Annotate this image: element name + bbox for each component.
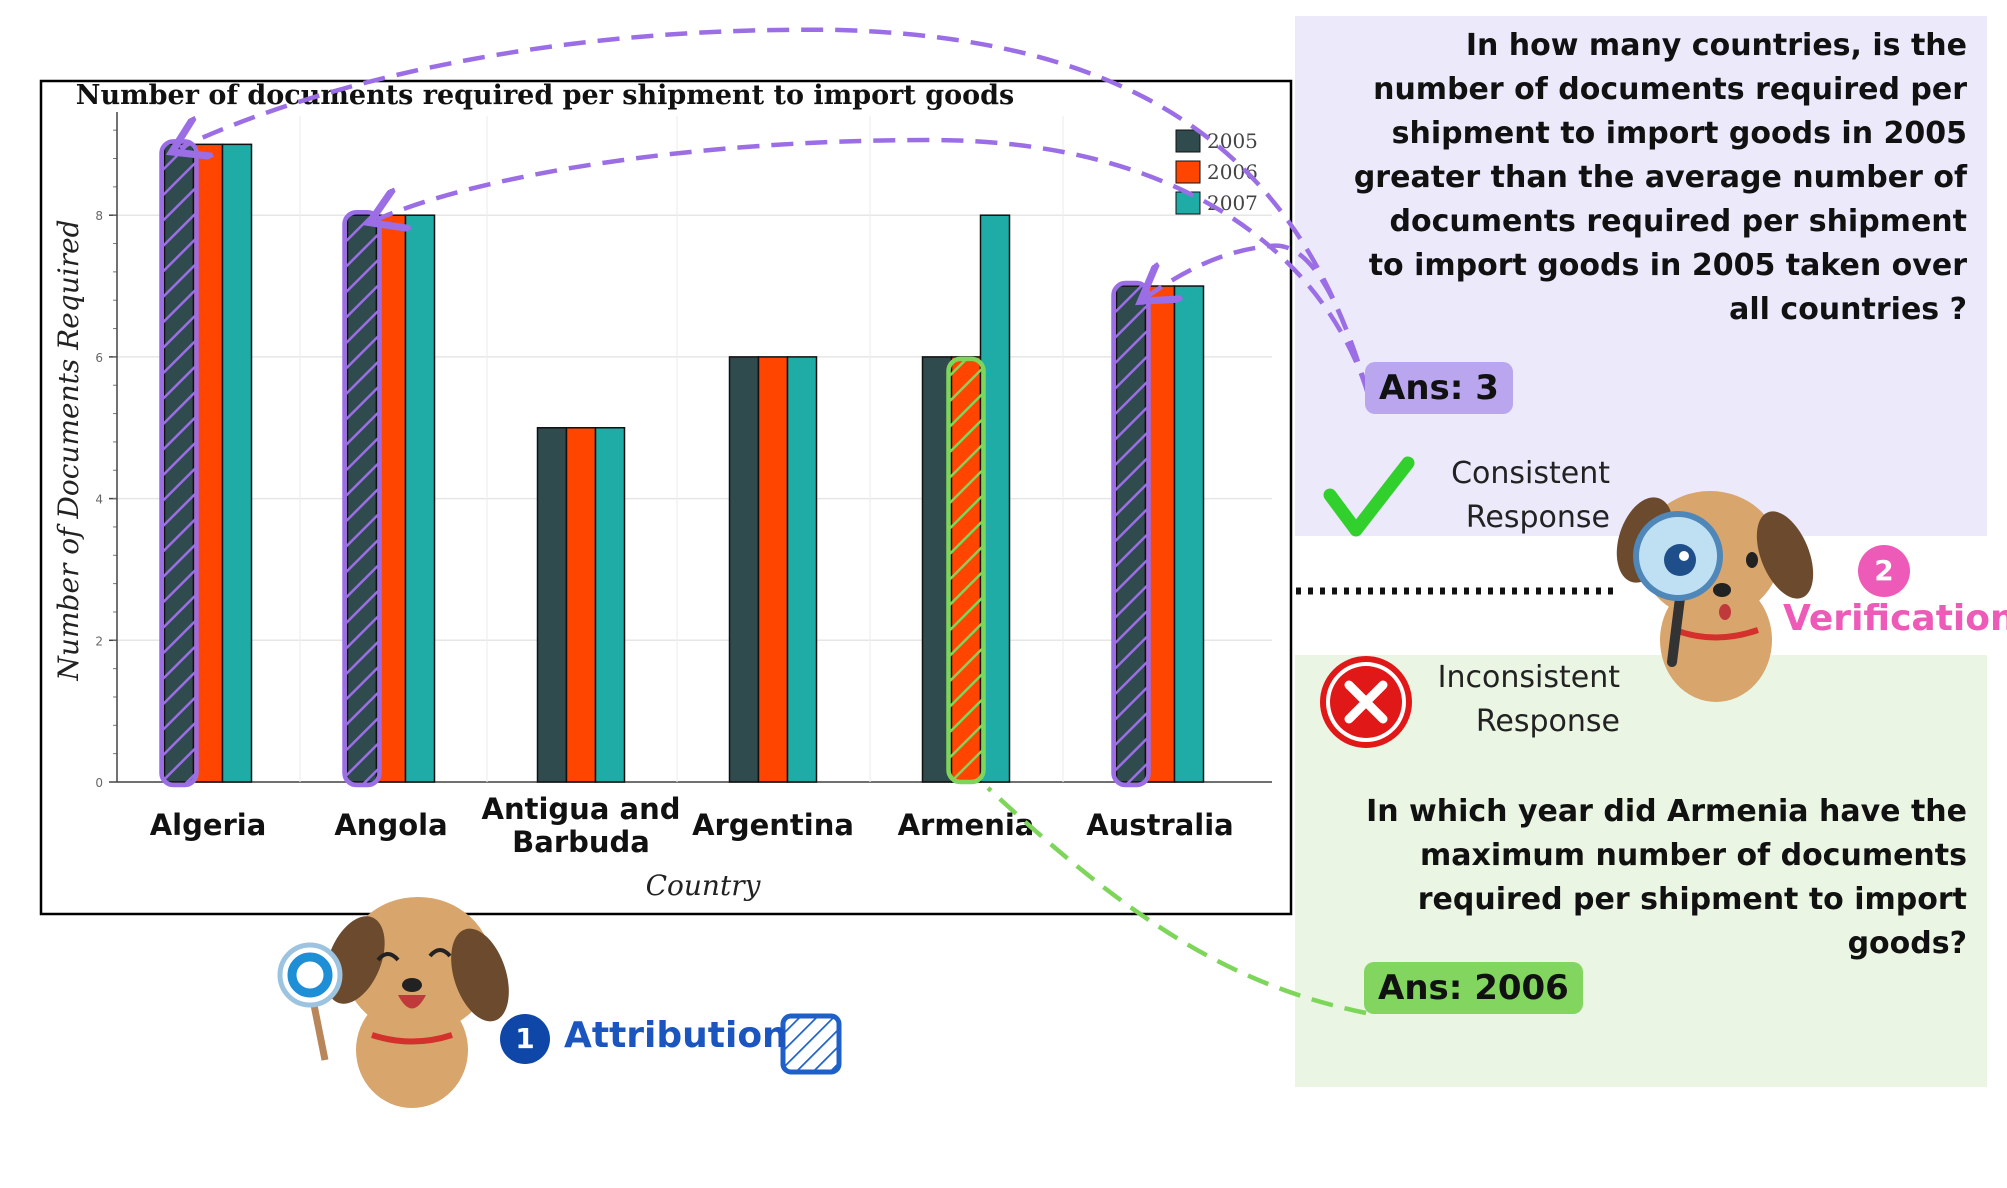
attribution-highlight-angola	[342, 209, 382, 788]
y-tick-label: 6	[95, 351, 103, 365]
bar-australia-2007	[1173, 285, 1205, 783]
y-tick-label: 2	[95, 634, 103, 648]
answer-2-badge: Ans: 2006	[1364, 962, 1583, 1014]
dog-ear-right	[1756, 511, 1814, 599]
attribution-arrow-australia	[1148, 243, 1371, 395]
legend-label-2005: 2005	[1207, 129, 1258, 153]
attribution-highlight-algeria	[159, 139, 199, 788]
dog-mouth	[1719, 604, 1731, 620]
legend-swatch-2007	[1175, 191, 1201, 215]
check-icon	[1323, 456, 1415, 537]
dog-collar	[1673, 627, 1759, 641]
x-tick-label: Antigua and	[482, 792, 681, 826]
bar-argentina-2005	[728, 356, 760, 783]
bar-angola-2007	[404, 214, 436, 783]
magnified-eye-shine	[1679, 551, 1689, 561]
dog-nose	[1713, 583, 1731, 597]
bar-antigua-and-barbuda-2006	[565, 426, 597, 783]
cross-mark	[1344, 680, 1388, 724]
dog-magnifier-illustration	[1616, 491, 1814, 702]
dog-sign-illustration	[277, 897, 509, 1108]
x-tick-label: Australia	[1086, 808, 1234, 842]
x-tick-label: Angola	[334, 808, 447, 842]
verification-step-badge: 2	[1858, 545, 1910, 597]
question-2: In which year did Armenia have the maxim…	[1366, 794, 1967, 961]
attribution-step-badge: 1	[500, 1014, 550, 1064]
legend-label-2006: 2006	[1207, 160, 1258, 184]
magnifier-handle	[1667, 593, 1685, 667]
dog-eye	[1746, 552, 1758, 568]
bar-argentina-2007	[786, 356, 818, 783]
x-tick-label: Algeria	[150, 808, 267, 842]
consistent-response-label: Consistent Response	[1451, 456, 1610, 535]
x-tick-label: Armenia	[898, 808, 1035, 842]
bar-antigua-and-barbuda-2007	[594, 426, 626, 783]
attribution-highlight-australia	[1111, 280, 1151, 788]
question-1: In how many countries, is the number of …	[1353, 28, 1967, 327]
attribution-arrow-angola	[378, 137, 1371, 395]
legend-swatch-2006	[1175, 160, 1201, 184]
dog-mouth	[398, 995, 426, 1009]
legend-label-2007: 2007	[1207, 191, 1258, 215]
attribution-arrow-algeria	[180, 27, 1371, 395]
x-axis-title: Country	[646, 869, 762, 902]
dog-happy-eyes	[376, 948, 452, 962]
bar-algeria-2007	[221, 143, 253, 783]
dog-nose	[402, 978, 422, 992]
attribution-highlight-armenia	[946, 356, 986, 785]
x-tick-label: Barbuda	[512, 825, 650, 859]
inconsistent-response-label: Inconsistent Response	[1437, 660, 1620, 739]
x-tick-label: Argentina	[692, 808, 854, 842]
bar-argentina-2006	[757, 356, 789, 783]
attribution-label: Attribution	[564, 1015, 788, 1056]
y-axis-title: Number of Documents Required	[52, 219, 85, 681]
dog-collar	[371, 1032, 453, 1045]
y-tick-label: 8	[95, 209, 103, 223]
answer-1-badge: Ans: 3	[1365, 362, 1513, 414]
verification-label: Verification	[1783, 598, 2007, 639]
magnified-eye	[1664, 544, 1696, 576]
chart-title: Number of documents required per shipmen…	[76, 80, 1014, 111]
dog-ear-right	[451, 928, 509, 1022]
consistent-panel	[1295, 16, 1987, 536]
cross-icon	[1320, 656, 1412, 748]
bar-antigua-and-barbuda-2005	[536, 426, 568, 783]
hatched-square-icon	[780, 1013, 842, 1075]
sign-circle-mark	[287, 952, 333, 998]
attribution-arrow-armenia	[986, 786, 1367, 1016]
y-tick-label: 0	[95, 776, 103, 790]
inconsistent-panel	[1295, 655, 1987, 1087]
legend-swatch-2005	[1175, 129, 1201, 153]
y-tick-label: 4	[95, 493, 103, 507]
